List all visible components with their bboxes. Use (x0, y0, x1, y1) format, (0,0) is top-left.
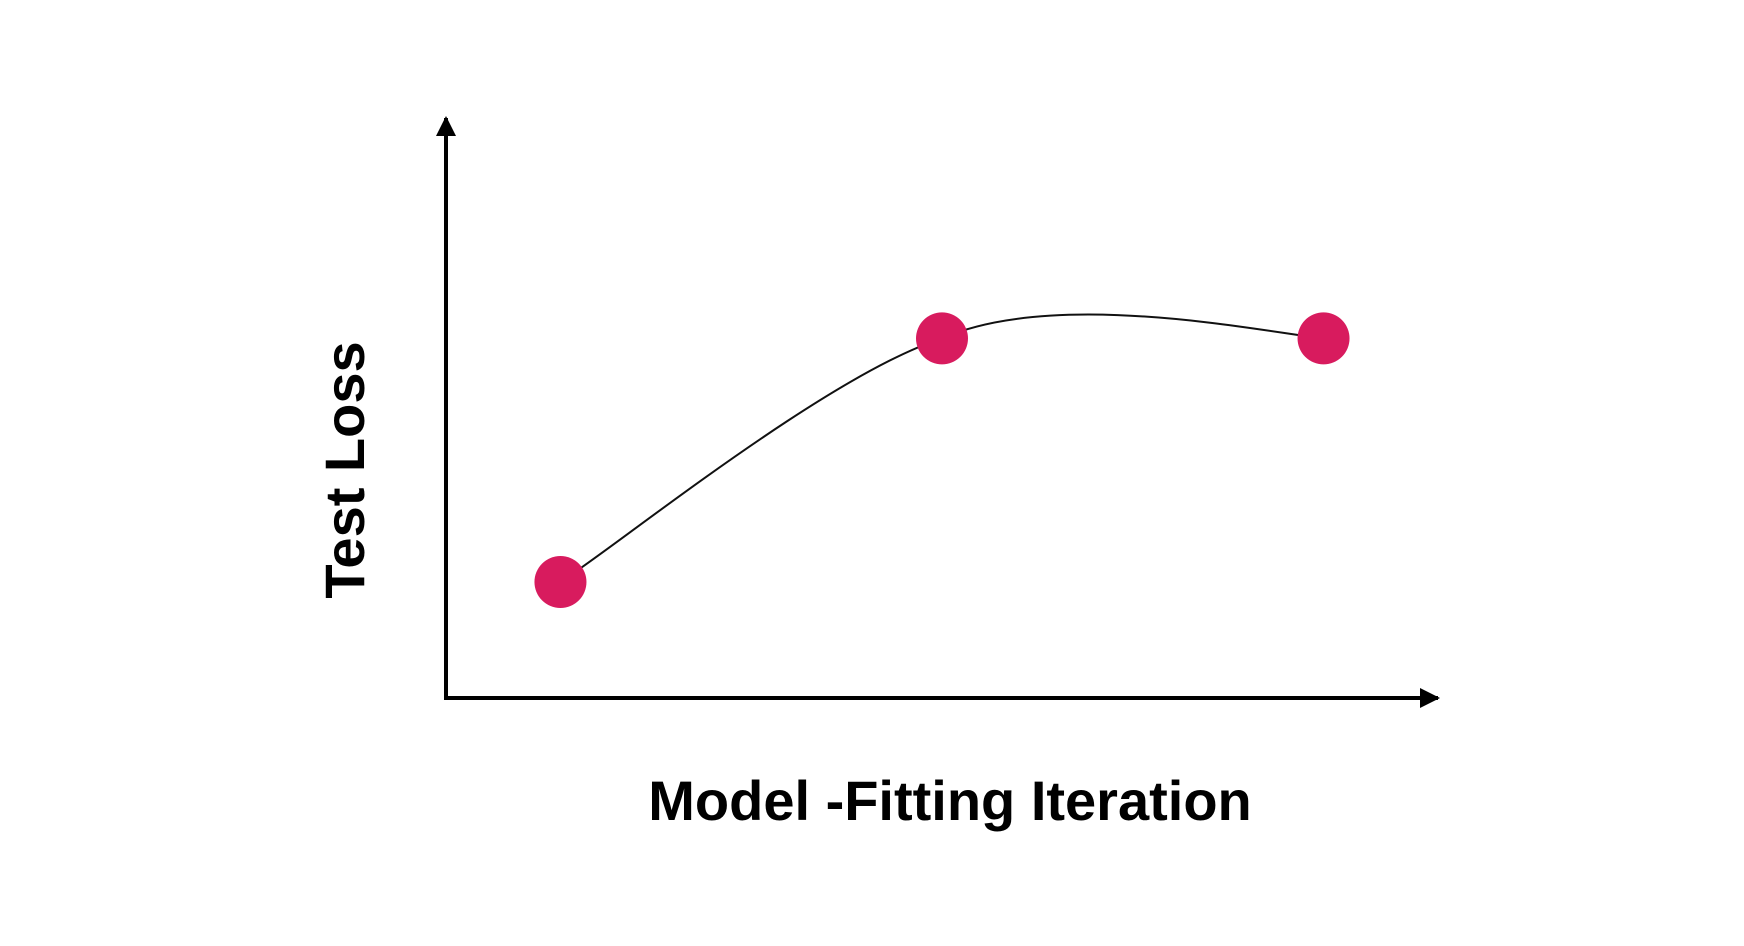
x-axis-title: Model -Fitting Iteration (648, 769, 1251, 832)
series-layer (534, 312, 1350, 608)
data-point-2 (916, 312, 968, 365)
y-axis-title: Test Loss (313, 341, 376, 598)
data-point-1 (534, 556, 587, 608)
data-point-3 (1297, 312, 1350, 365)
